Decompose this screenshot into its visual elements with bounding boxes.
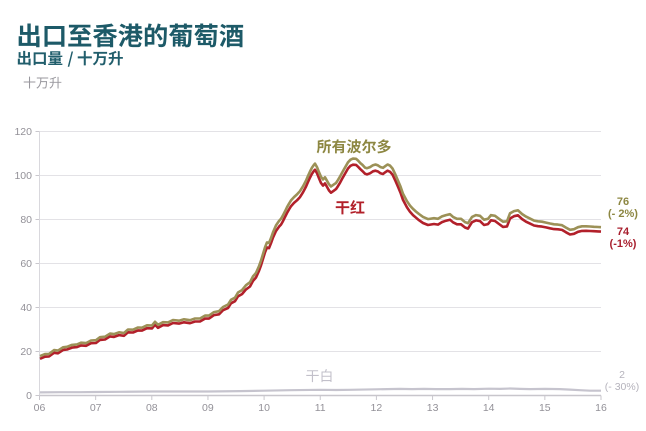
svg-text:10: 10: [258, 402, 270, 414]
svg-text:11: 11: [315, 402, 326, 414]
svg-text:15: 15: [539, 402, 551, 414]
svg-text:09: 09: [202, 402, 214, 414]
svg-text:12: 12: [371, 402, 383, 414]
svg-text:76: 76: [617, 196, 629, 208]
svg-text:13: 13: [427, 402, 439, 414]
svg-text:120: 120: [14, 126, 32, 138]
svg-text:60: 60: [20, 258, 32, 270]
svg-text:20: 20: [20, 346, 32, 358]
svg-text:74: 74: [617, 226, 630, 238]
svg-text:(-1%): (-1%): [610, 238, 637, 250]
svg-text:0: 0: [26, 390, 32, 402]
svg-text:(- 2%): (- 2%): [608, 208, 638, 220]
svg-text:14: 14: [483, 402, 495, 414]
svg-text:08: 08: [146, 402, 158, 414]
svg-text:80: 80: [20, 214, 32, 226]
svg-text:16: 16: [595, 402, 607, 414]
svg-text:06: 06: [34, 402, 46, 414]
svg-text:40: 40: [20, 302, 32, 314]
svg-text:100: 100: [14, 170, 32, 182]
svg-text:07: 07: [90, 402, 102, 414]
svg-text:(- 30%): (- 30%): [605, 381, 639, 393]
svg-text:2: 2: [619, 369, 625, 381]
